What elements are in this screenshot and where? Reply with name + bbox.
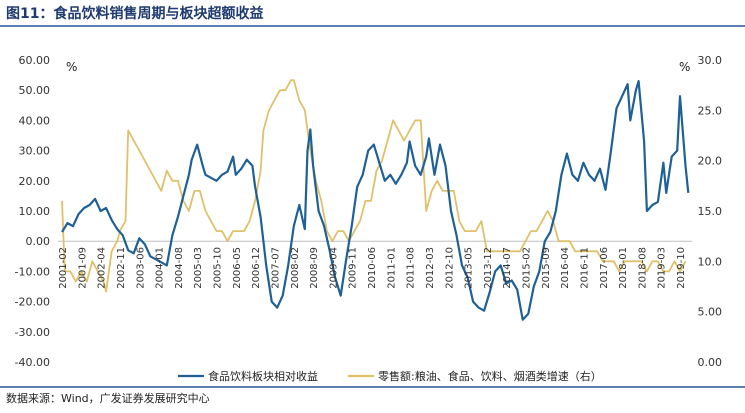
- x-axis-tick-label: 2002-11: [116, 247, 127, 289]
- x-axis-tick-label: 2002-04: [97, 247, 108, 289]
- x-axis-tick-label: 2008-09: [309, 247, 320, 289]
- series-line-excess-return: [61, 80, 690, 321]
- left-axis-tick-label: -30.00: [15, 326, 50, 339]
- x-axis-tick-label: 2015-09: [541, 247, 552, 289]
- x-axis-tick-label: 2005-10: [213, 247, 224, 289]
- x-axis-tick-label: 2019-03: [657, 247, 668, 289]
- left-axis-tick-label: 50.00: [19, 84, 51, 97]
- x-axis-tick-label: 2011-01: [386, 247, 397, 289]
- left-axis-tick-label: 10.00: [19, 205, 51, 218]
- labels-layer: 60.00 50.00 40.00 30.00 20.00 10.00 0.00 -10.00…: [15, 54, 722, 369]
- header-rule: [0, 25, 745, 27]
- right-axis-tick-label: 30.0: [698, 54, 723, 67]
- right-axis-tick-label: 15.0: [698, 205, 723, 218]
- legend: 食品饮料板块相对收益 零售额:粮油、食品、饮料、烟酒类增速（右）: [178, 369, 602, 383]
- series-layer: [61, 79, 690, 321]
- x-axis-tick-label: 2019-10: [676, 247, 687, 289]
- right-axis-unit: %: [679, 60, 690, 74]
- left-axis-tick-label: 40.00: [19, 114, 51, 127]
- right-axis-tick-label: 5.00: [698, 306, 723, 319]
- x-axis-tick-label: 2016-11: [579, 247, 590, 289]
- x-axis-tick-label: 2001-02: [58, 247, 69, 289]
- footer-rule: [0, 386, 745, 388]
- x-axis-tick-label: 2010-06: [367, 247, 378, 289]
- left-axis-tick-label: -10.00: [15, 265, 50, 278]
- x-axis-tick-label: 2013-05: [464, 247, 475, 289]
- x-axis-tick-label: 2008-02: [290, 247, 301, 289]
- x-axis-tick-label: 2009-11: [348, 247, 359, 289]
- source-note: 数据来源：Wind，广发证券发展研究中心: [6, 392, 210, 405]
- x-axis-tick-label: 2006-12: [251, 247, 262, 289]
- line-chart: 60.00 50.00 40.00 30.00 20.00 10.00 0.00 -10.00…: [15, 54, 722, 383]
- legend-retail-growth-label: 零售额:粮油、食品、饮料、烟酒类增速（右）: [378, 369, 602, 383]
- x-axis-tick-label: 2011-08: [406, 247, 417, 289]
- x-axis-tick-label: 2015-02: [522, 247, 533, 289]
- left-axis-tick-label: -20.00: [15, 296, 50, 309]
- x-axis-tick-label: 2005-03: [193, 247, 204, 289]
- x-axis-tick-label: 2007-07: [270, 247, 281, 289]
- series-line-retail-growth: [61, 79, 687, 293]
- x-axis-tick-label: 2001-09: [77, 247, 88, 289]
- figure-title: 图11：食品饮料销售周期与板块超额收益: [6, 6, 264, 22]
- x-axis-tick-label: 2013-12: [483, 247, 494, 289]
- left-axis-tick-label: 60.00: [19, 54, 51, 67]
- right-axis-tick-label: 25.0: [698, 104, 723, 117]
- x-axis-tick-label: 2009-04: [328, 247, 339, 289]
- left-axis-unit: %: [66, 60, 77, 74]
- x-axis-tick-label: 2014-07: [502, 247, 513, 289]
- x-axis-tick-label: 2016-04: [560, 247, 571, 289]
- left-axis-tick-label: 30.00: [19, 145, 51, 158]
- legend-excess-return-label: 食品饮料板块相对收益: [208, 369, 318, 383]
- figure-header: 图11：食品饮料销售周期与板块超额收益: [0, 0, 745, 26]
- x-axis-tick-label: 2018-01: [618, 247, 629, 289]
- left-axis-tick-label: 20.00: [19, 175, 51, 188]
- x-axis-tick-label: 2006-05: [232, 247, 243, 289]
- right-axis-tick-label: 10.0: [698, 255, 723, 268]
- right-axis-tick-label: 0.00: [698, 356, 723, 369]
- x-axis-tick-label: 2003-06: [135, 247, 146, 289]
- x-axis-tick-label: 2012-03: [425, 247, 436, 289]
- right-axis-tick-label: 20.0: [698, 155, 723, 168]
- x-axis-tick-label: 2017-06: [599, 247, 610, 289]
- x-axis-tick-label: 2004-08: [174, 247, 185, 289]
- x-axis-tick-label: 2012-10: [444, 247, 455, 289]
- x-axis-tick-label: 2018-08: [637, 247, 648, 289]
- x-axis-tick-label: 2004-01: [155, 247, 166, 289]
- left-axis-tick-label: 0.00: [26, 235, 51, 248]
- left-axis-tick-label: -40.00: [15, 356, 50, 369]
